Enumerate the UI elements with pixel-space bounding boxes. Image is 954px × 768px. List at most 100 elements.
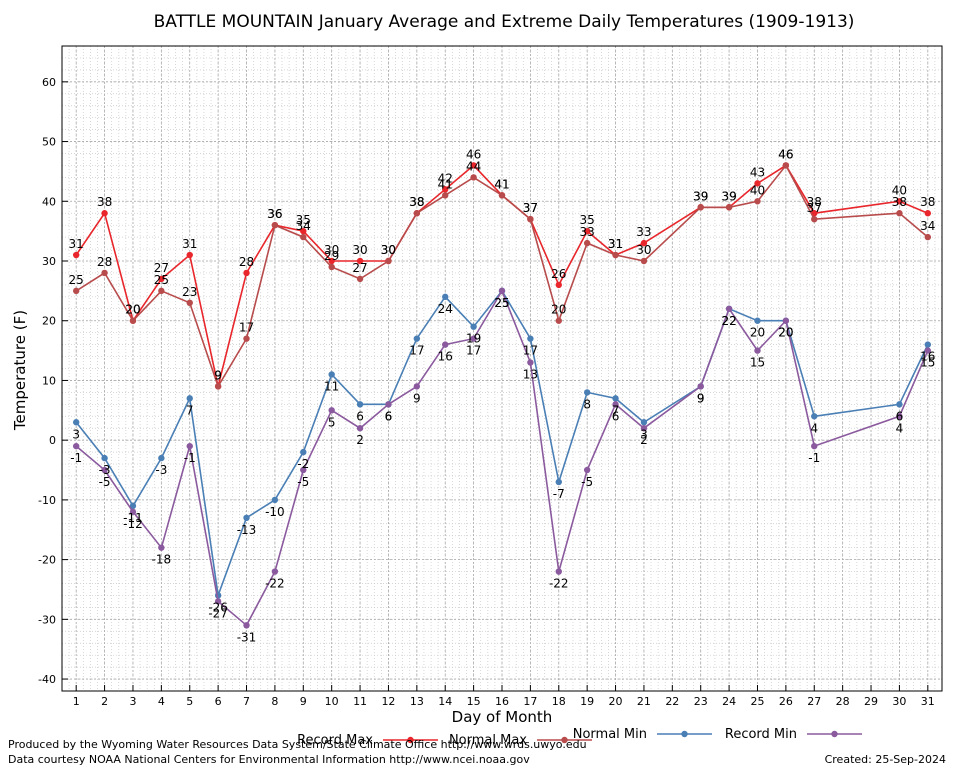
normal-min-point <box>186 395 193 402</box>
x-tick-label: 28 <box>836 695 850 708</box>
x-tick-label: 16 <box>495 695 509 708</box>
record-min-point <box>725 305 733 312</box>
normal-min-data-label: 6 <box>385 409 393 423</box>
record-min-data-label: -27 <box>208 606 228 620</box>
record-min-point <box>498 287 506 295</box>
normal-min-data-label: 3 <box>640 427 648 441</box>
y-tick-label: -40 <box>38 673 56 686</box>
normal-max-point <box>300 233 307 241</box>
record-min-point <box>924 347 932 354</box>
normal-max-data-label: 38 <box>892 195 907 209</box>
normal-min-data-label: -10 <box>265 505 285 519</box>
normal-max-data-label: 23 <box>182 285 197 299</box>
record-min-data-label: 6 <box>385 409 393 423</box>
record-min-data-label: -1 <box>70 451 82 465</box>
x-tick-label: 14 <box>438 695 452 708</box>
normal-max-data-label: 9 <box>214 368 222 382</box>
record-max-data-label: 38 <box>920 195 935 209</box>
record-max-point <box>186 251 193 259</box>
record-min-point <box>356 425 364 432</box>
chart-title: BATTLE MOUNTAIN January Average and Extr… <box>154 12 855 32</box>
record-max-point <box>640 239 648 247</box>
x-tick-label: 24 <box>722 695 736 708</box>
normal-max-point <box>725 204 733 211</box>
x-tick-label: 19 <box>580 695 594 708</box>
footer-produced-by: Produced by the Wyoming Water Resources … <box>8 738 587 751</box>
y-axis-title: Temperature (F) <box>11 310 29 431</box>
record-max-data-label: 41 <box>494 177 509 191</box>
record-max-data-label: 9 <box>214 368 222 382</box>
record-max-data-label: 26 <box>551 267 566 281</box>
record-min-data-label: 4 <box>896 421 904 435</box>
x-tick-label: 25 <box>750 695 764 708</box>
normal-min-data-label: 7 <box>186 403 194 417</box>
record-min-point <box>470 335 477 342</box>
record-min-data-label: -5 <box>99 475 111 489</box>
record-min-data-label: -5 <box>581 475 593 489</box>
legend: Record Max Normal Max Normal Min Record Min <box>297 727 862 748</box>
normal-max-point <box>328 263 335 271</box>
normal-min-data-label: -13 <box>237 523 257 537</box>
normal-max-point <box>754 198 761 205</box>
x-tick-label: 27 <box>807 695 821 708</box>
normal-max-data-label: 39 <box>693 189 708 203</box>
record-max-point <box>583 227 591 235</box>
y-tick-label: -20 <box>38 554 56 567</box>
normal-max-data-label: 31 <box>608 237 623 251</box>
record-min-point <box>300 466 307 474</box>
normal-max-data-label: 37 <box>523 201 538 215</box>
normal-min-point <box>555 478 562 486</box>
legend-marker-record-min <box>831 730 838 738</box>
record-max-point <box>72 251 80 259</box>
normal-max-data-label: 30 <box>381 243 396 257</box>
record-min-data-label: -31 <box>237 630 257 644</box>
record-min-data-label: 20 <box>778 326 793 340</box>
record-max-point <box>754 180 761 187</box>
x-tick-label: 7 <box>243 695 250 708</box>
legend-marker-normal-min <box>681 730 688 738</box>
normal-max-data-label: 25 <box>69 273 84 287</box>
normal-max-point <box>896 210 903 217</box>
record-min-data-label: 2 <box>356 433 364 447</box>
record-min-point <box>413 383 421 390</box>
normal-max-point <box>101 269 108 277</box>
record-min-data-label: 13 <box>523 368 538 382</box>
x-tick-label: 30 <box>892 695 906 708</box>
y-tick-label: 30 <box>42 255 56 268</box>
normal-max-data-label: 33 <box>580 225 595 239</box>
legend-marker-normal-max <box>561 736 568 744</box>
normal-max-point <box>527 215 534 223</box>
normal-max-point <box>612 251 619 259</box>
record-max-data-label: 30 <box>381 243 396 257</box>
record-min-data-label: 17 <box>466 344 481 358</box>
x-tick-label: 5 <box>186 695 193 708</box>
normal-min-data-label: 6 <box>896 409 904 423</box>
record-min-data-label: 15 <box>920 356 935 370</box>
normal-min-point <box>328 371 335 378</box>
record-max-data-label: 31 <box>69 237 84 251</box>
record-min-data-label: 2 <box>640 433 648 447</box>
x-tick-label: 13 <box>410 695 424 708</box>
record-min-data-label: -5 <box>297 475 309 489</box>
record-min-point <box>129 508 137 516</box>
record-max-point <box>101 210 108 217</box>
normal-max-point <box>470 174 477 181</box>
normal-min-data-label: 8 <box>583 397 591 411</box>
normal-min-point <box>442 293 449 301</box>
record-min-line <box>75 289 929 627</box>
record-min-point <box>214 598 222 605</box>
footer-data-courtesy: Data courtesy NOAA National Centers for … <box>8 753 530 766</box>
legend-label-record-max: Record Max <box>297 733 373 748</box>
record-max-point <box>356 257 364 265</box>
normal-max-point <box>413 210 421 217</box>
normal-min-point <box>612 395 619 402</box>
normal-min-point <box>924 341 932 348</box>
normal-max-data-label: 44 <box>466 159 481 173</box>
record-max-data-label: 39 <box>693 189 708 203</box>
record-min-point <box>527 359 534 366</box>
normal-min-data-label: 6 <box>356 409 364 423</box>
normal-max-point <box>640 257 648 265</box>
record-max-point <box>555 281 562 289</box>
